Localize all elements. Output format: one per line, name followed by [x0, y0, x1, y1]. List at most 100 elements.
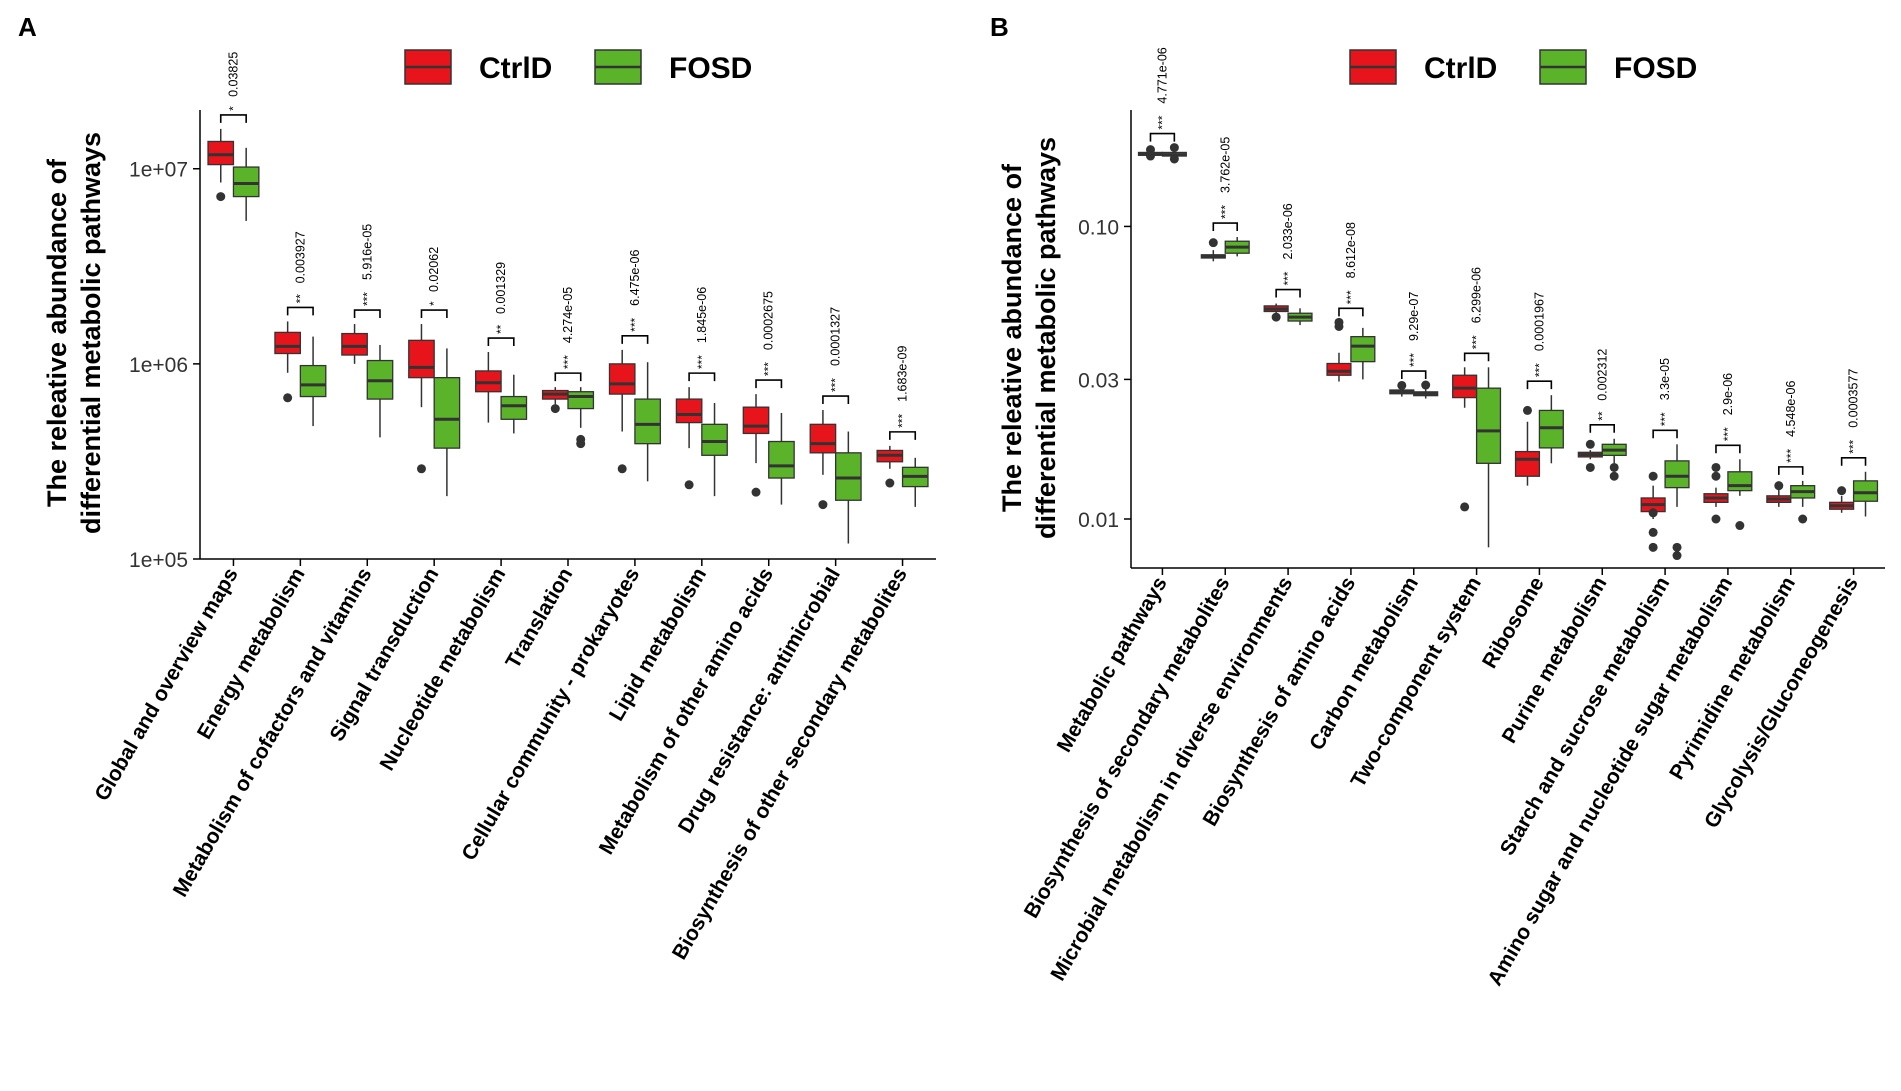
outlier-ctrl	[1711, 514, 1721, 524]
outlier-ctrl	[1522, 405, 1532, 415]
significance-stars: **	[494, 324, 508, 334]
outlier-ctrl	[1145, 151, 1155, 161]
significance-bracket	[1338, 307, 1364, 317]
p-value-label: 0.003927	[293, 231, 307, 283]
box-fosd	[701, 423, 728, 456]
p-value-label: 4.771e-06	[1155, 47, 1169, 103]
outlier-ctrl	[1334, 317, 1344, 327]
outlier-ctrl	[1648, 508, 1658, 518]
significance-stars: ***	[896, 414, 910, 428]
outlier-ctrl	[1208, 238, 1218, 248]
significance-stars: ***	[1281, 271, 1295, 285]
outlier-ctrl	[550, 404, 560, 414]
y-tick-label: 0.01	[1078, 509, 1119, 532]
box-fosd	[299, 364, 327, 398]
significance-stars: *	[226, 106, 240, 111]
y-axis-label-line2: differential metabolic pathways	[1031, 137, 1061, 539]
significance-bracket	[1463, 352, 1490, 362]
p-value-label: 9.29e-07	[1407, 292, 1421, 341]
outlier-ctrl	[684, 480, 694, 490]
outlier-fosd	[1169, 143, 1179, 153]
category-group: *** 4.548e-06 Pyrimidine metabolism	[1665, 381, 1816, 784]
p-value-label: 0.0001967	[1532, 292, 1546, 351]
outlier-ctrl	[751, 487, 761, 497]
outlier-ctrl	[818, 500, 828, 510]
box-fosd	[1350, 336, 1376, 363]
significance-bracket	[554, 372, 582, 382]
outlier-fosd	[1798, 514, 1808, 524]
category-label: Microbial metabolism in diverse environm…	[1046, 573, 1297, 985]
significance-stars: ***	[1721, 427, 1735, 441]
outlier-ctrl	[283, 393, 293, 403]
category-label: Metabolic pathways	[1053, 573, 1172, 756]
category-label: Nucleotide metabolism	[376, 564, 511, 775]
box-ctrl	[1514, 450, 1541, 477]
p-value-label: 4.548e-06	[1784, 381, 1798, 437]
box-ctrl	[274, 331, 302, 355]
outlier-ctrl	[1648, 527, 1658, 537]
outlier-ctrl	[1648, 542, 1658, 552]
y-axis-label-line1: The releative abundance of	[997, 163, 1027, 512]
box-ctrl	[408, 339, 435, 379]
significance-stars: ***	[829, 378, 843, 392]
box-ctrl	[1452, 374, 1478, 399]
significance-stars: **	[1595, 411, 1609, 421]
category-group: *** 0.0001967 Ribosome	[1478, 292, 1564, 672]
outlier-ctrl	[216, 192, 226, 202]
y-axis-label-line2: differential metabolic pathways	[76, 132, 106, 534]
outlier-ctrl	[1648, 471, 1658, 481]
significance-stars: ***	[1218, 205, 1232, 219]
significance-bracket	[822, 395, 850, 405]
outlier-fosd	[1609, 471, 1619, 481]
outlier-fosd	[1169, 154, 1179, 164]
outlier-fosd	[1672, 551, 1682, 561]
significance-bracket	[1715, 444, 1741, 454]
significance-stars: ***	[1658, 412, 1672, 426]
significance-stars: *	[427, 301, 441, 306]
outlier-ctrl	[1711, 462, 1721, 472]
p-value-label: 2.033e-06	[1281, 203, 1295, 259]
box-fosd	[433, 376, 461, 449]
outlier-ctrl	[617, 464, 627, 474]
outlier-ctrl	[1460, 502, 1470, 512]
significance-bracket	[621, 335, 649, 344]
significance-bracket	[420, 309, 448, 319]
category-label: Amino sugar and nucleotide sugar metabol…	[1483, 573, 1737, 990]
y-tick-label: 1e+05	[129, 549, 188, 572]
box-ctrl	[675, 398, 703, 424]
panel-a: A CtrlD FOSD 1e+05 1e+06 1e+07 The releative a…	[18, 12, 936, 964]
category-group: *** 2.033e-06 Microbial metabolism in dive…	[1046, 203, 1313, 985]
significance-bracket	[755, 379, 783, 389]
legend-label-fosd: FOSD	[669, 52, 752, 85]
p-value-label: 3.3e-05	[1658, 358, 1672, 400]
box-ctrl	[608, 363, 636, 395]
box-fosd	[1475, 387, 1502, 464]
p-value-label: 0.0002675	[762, 291, 776, 350]
p-value-label: 0.03825	[226, 52, 240, 97]
category-group: *** 4.274e-05 Translation	[501, 287, 595, 673]
panel-letter: A	[18, 12, 37, 42]
p-value-label: 3.762e-05	[1218, 137, 1232, 193]
y-tick-label: 0.10	[1078, 216, 1119, 239]
box-fosd	[567, 391, 595, 410]
significance-bracket	[1401, 370, 1427, 380]
outlier-fosd	[1609, 462, 1619, 472]
panel-b: B CtrlD FOSD 0.01 0.03 0.10 The releative abun…	[990, 12, 1885, 990]
category-group: ** 0.001329 Nucleotide metabolism	[376, 262, 528, 775]
significance-stars: ***	[1155, 115, 1169, 129]
p-value-label: 4.274e-05	[561, 287, 575, 343]
significance-stars: ***	[561, 355, 575, 369]
p-value-label: 6.475e-06	[628, 249, 642, 305]
p-value-label: 1.683e-09	[896, 346, 910, 402]
outlier-ctrl	[1585, 439, 1595, 449]
significance-bracket	[1840, 456, 1867, 466]
y-tick-label: 1e+07	[129, 159, 188, 182]
box-ctrl	[207, 140, 235, 166]
significance-bracket	[889, 431, 917, 440]
significance-bracket	[286, 306, 314, 316]
box-fosd	[1664, 460, 1690, 489]
box-fosd	[1727, 471, 1753, 492]
significance-bracket	[1212, 222, 1238, 232]
